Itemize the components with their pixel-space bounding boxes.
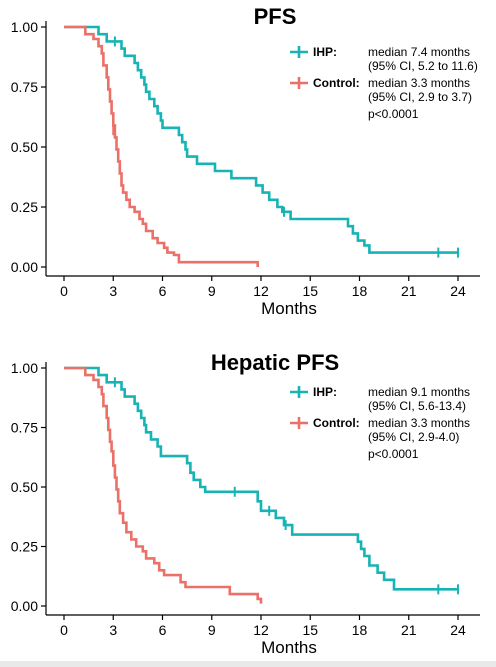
legend-control-ci: (95% CI, 2.9-4.0) [368,430,459,444]
x-tick-label: 15 [302,622,318,638]
legend-control-ci: (95% CI, 2.9 to 3.7) [368,90,472,104]
ihp-curve [64,25,458,254]
x-tick-label: 0 [60,283,68,299]
y-tick-label: 0.75 [11,79,38,95]
legend-control-name: Control: [313,416,360,430]
x-tick-label: 15 [302,283,318,299]
legend-ihp-ci: (95% CI, 5.2 to 11.6) [368,59,478,73]
y-tick-label: 0.00 [11,598,38,614]
x-axis-label: Months [261,299,317,318]
x-axis-label: Months [261,638,317,657]
y-tick-label: 0.25 [11,539,38,555]
y-tick-label: 0.75 [11,420,38,436]
legend-ihp-ci: (95% CI, 5.6-13.4) [368,399,466,413]
legend-ihp-name: IHP: [313,45,337,59]
p-value-annotation: p<0.0001 [368,107,419,121]
y-tick-label: 0.50 [11,479,38,495]
control-curve [64,25,259,267]
x-tick-label: 12 [253,283,269,299]
x-tick-label: 24 [450,622,466,638]
y-tick-label: 0.00 [11,259,38,275]
x-tick-label: 9 [208,283,216,299]
legend-ihp-median: median 9.1 months [368,385,470,399]
legend-control-median: median 3.3 months [368,416,470,430]
hepatic-pfs-panel: Hepatic PFS 0.00 0.25 0.50 0.75 1.00 0 3 6 9 12 15 1… [11,350,480,657]
x-tick-label: 6 [159,622,167,638]
legend-ihp-median: median 7.4 months [368,45,470,59]
x-tick-label: 3 [109,622,117,638]
x-tick-label: 3 [109,283,117,299]
p-value-annotation: p<0.0001 [368,447,419,461]
legend-control-median: median 3.3 months [368,76,470,90]
x-tick-label: 18 [352,283,368,299]
control-curve [64,366,263,604]
x-tick-label: 21 [401,283,417,299]
y-tick-label: 0.25 [11,199,38,215]
x-tick-label: 6 [159,283,167,299]
x-tick-label: 9 [208,622,216,638]
y-tick-label: 1.00 [11,19,38,35]
x-tick-label: 21 [401,622,417,638]
x-tick-label: 24 [450,283,466,299]
x-tick-label: 0 [60,622,68,638]
bottom-strip [0,661,496,667]
x-tick-label: 12 [253,622,269,638]
y-tick-label: 0.50 [11,139,38,155]
x-tick-label: 18 [352,622,368,638]
chart-title: PFS [254,4,297,29]
chart-title: Hepatic PFS [211,350,339,375]
ihp-curve [64,366,458,591]
legend-control-name: Control: [313,76,360,90]
pfs-panel: PFS 0.00 0.25 0.50 0.75 1.00 0 3 6 9 12 15 18 21 24 Mon… [11,4,480,318]
y-tick-label: 1.00 [11,360,38,376]
legend-ihp-name: IHP: [313,385,337,399]
